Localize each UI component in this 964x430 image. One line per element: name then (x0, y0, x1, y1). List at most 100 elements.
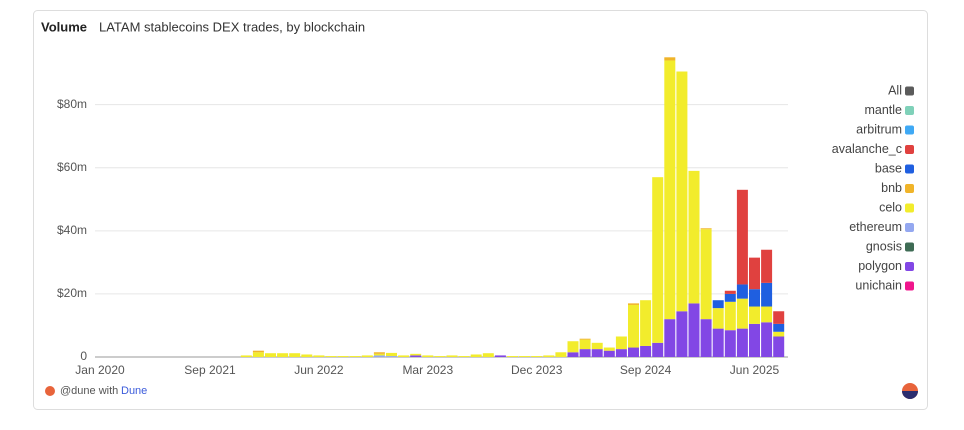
bar-segment (615, 349, 627, 357)
bar-segment (628, 347, 639, 357)
y-tick-label: 0 (80, 349, 87, 363)
bar-segment (749, 257, 760, 290)
chart-header: Volume (41, 19, 87, 34)
bar-segment (398, 355, 410, 357)
bar-segment (676, 311, 688, 357)
bar-segment (579, 349, 591, 357)
x-tick-label: Sep 2021 (184, 363, 236, 377)
legend-label: bnb (881, 181, 902, 195)
x-axis-start-label: Jan 2020 (75, 363, 125, 377)
bar-segment (482, 353, 494, 357)
bar-segment (712, 328, 724, 357)
bar-segment (652, 177, 664, 343)
logo-half (902, 391, 918, 399)
bar-segment (688, 170, 700, 304)
bar-segment (700, 229, 712, 320)
legend-swatch (905, 106, 914, 115)
bar-segment (736, 298, 748, 329)
legend-swatch (905, 164, 914, 174)
legend-label: All (888, 83, 902, 97)
bar-segment (652, 342, 664, 357)
x-tick-label: Mar 2023 (402, 363, 453, 377)
legend-label: unichain (855, 278, 902, 292)
bar-segment (507, 356, 518, 357)
bar-segment (676, 71, 688, 312)
bar-segment (591, 349, 603, 357)
bar-segment (494, 355, 506, 357)
y-tick-label: $80m (57, 97, 87, 111)
bar-segment (773, 311, 785, 324)
bar-segment (361, 355, 373, 357)
bar-segment (265, 353, 276, 357)
legend-label: base (875, 161, 902, 175)
x-tick-label: Jun 2022 (294, 363, 344, 377)
bar-segment (373, 353, 385, 356)
bar-segment (410, 353, 422, 356)
bar-segment (749, 323, 760, 357)
legend-label: ethereum (849, 220, 902, 234)
bar-segment (773, 331, 785, 337)
bar-segment (628, 304, 639, 348)
legend-swatch (905, 223, 914, 232)
bar-segment (700, 228, 712, 230)
bar-segment (664, 60, 676, 320)
bar-segment (628, 303, 639, 305)
legend-swatch (905, 86, 914, 96)
bar-segment (724, 293, 736, 302)
bar-segment (640, 300, 652, 346)
bar-segment (337, 356, 349, 357)
bar-segment (615, 336, 627, 350)
bar-segment (736, 328, 748, 357)
bar-segment (252, 352, 264, 357)
legend-label: celo (879, 200, 902, 214)
bar-segment (519, 356, 531, 357)
bar-segment (373, 355, 385, 357)
bar-segment (289, 353, 301, 357)
bar-segment (700, 319, 712, 357)
legend-swatch (905, 262, 914, 271)
legend-swatch (905, 125, 914, 135)
bar-segment (543, 355, 555, 357)
legend-label: gnosis (866, 239, 902, 253)
bar-segment (664, 57, 676, 61)
bar-segment (761, 249, 773, 283)
bar-segment (712, 300, 724, 309)
bar-segment (724, 290, 736, 294)
bar-segment (664, 319, 676, 357)
bar-segment (313, 355, 325, 357)
x-tick-label: Dec 2023 (511, 363, 563, 377)
bar-segment (458, 356, 470, 357)
bar-segment (749, 289, 760, 307)
bar-segment (325, 356, 337, 357)
bar-segment (531, 356, 543, 357)
bar-segment (567, 352, 579, 357)
footer-brand[interactable]: Dune (121, 385, 147, 397)
legend-label: mantle (864, 103, 902, 117)
bar-segment (301, 354, 313, 357)
bar-segment (736, 284, 748, 299)
legend-label: polygon (858, 259, 902, 273)
bar-segment (688, 303, 700, 357)
bar-segment (555, 352, 567, 357)
bar-segment (434, 356, 446, 357)
bar-segment (761, 282, 773, 307)
y-tick-label: $20m (57, 286, 87, 300)
bar-segment (749, 306, 760, 324)
bar-segment (761, 306, 773, 323)
legend-label: arbitrum (856, 122, 902, 136)
card (33, 10, 928, 410)
bar-segment (736, 189, 748, 285)
bar-segment (277, 353, 289, 357)
legend-label: avalanche_c (832, 142, 902, 156)
bar-segment (773, 336, 785, 357)
avatar (45, 386, 55, 396)
bar-segment (373, 352, 385, 354)
bar-segment (410, 355, 422, 357)
bar-segment (386, 352, 397, 357)
legend-swatch (905, 242, 914, 252)
bar-segment (349, 356, 361, 357)
legend-swatch (905, 184, 914, 193)
bar-segment (603, 350, 615, 357)
chart-title: LATAM stablecoins DEX trades, by blockch… (99, 19, 365, 34)
